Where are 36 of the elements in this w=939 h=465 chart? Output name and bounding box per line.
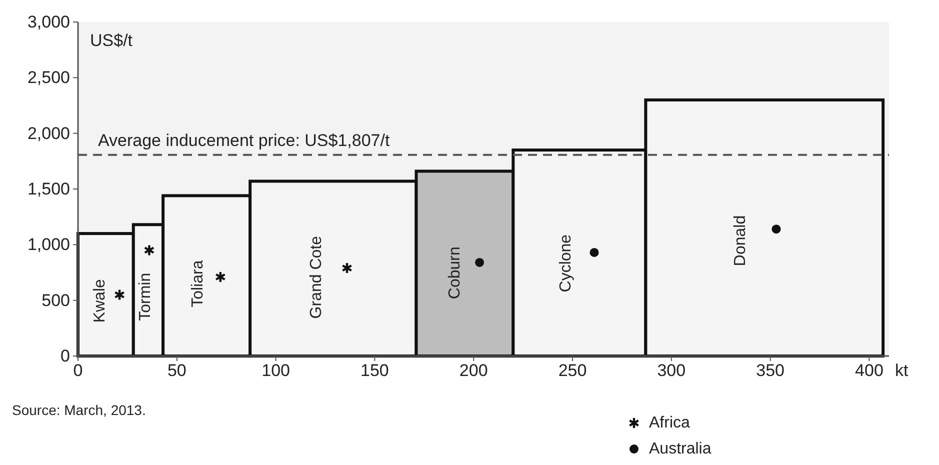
point — [214, 270, 226, 284]
category-label: Tormin — [136, 272, 154, 321]
point — [114, 288, 125, 301]
x-tick-label: 200 — [459, 361, 488, 380]
category-label: Toliara — [189, 260, 206, 308]
x-tick-label: 100 — [262, 361, 290, 380]
point — [590, 248, 599, 257]
category-label: Cyclone — [558, 234, 575, 292]
x-tick-label: 250 — [558, 361, 587, 380]
x-tick-label: 150 — [360, 361, 389, 380]
category-label: Grand Cote — [308, 236, 326, 319]
point — [342, 262, 352, 274]
y-axis-title: US$/t — [90, 31, 133, 50]
x-tick-label: 0 — [73, 361, 83, 380]
x-tick-label: 350 — [756, 361, 785, 380]
x-tick-label: 400 — [855, 361, 884, 380]
x-tick-label: 50 — [167, 361, 186, 380]
x-axis-title: kt — [895, 361, 908, 380]
legend-label: Africa — [649, 414, 690, 432]
point — [144, 244, 155, 256]
category-label: Donald — [732, 215, 750, 266]
legend-label: Australia — [649, 440, 712, 458]
x-tick-label: 300 — [657, 361, 686, 380]
category-label: Kwale — [92, 279, 109, 323]
y-tick-label: 0 — [60, 346, 70, 366]
point — [475, 258, 484, 267]
y-tick-label: 500 — [42, 290, 70, 310]
point — [772, 224, 781, 234]
y-tick-label: 2,000 — [27, 124, 70, 143]
ref-line-label: Average inducement price: US$1,807/t — [98, 130, 390, 150]
source-note: Source: March, 2013. — [12, 402, 146, 418]
y-tick-label: 2,500 — [27, 68, 70, 88]
category-label: Coburn — [446, 246, 464, 300]
y-tick-label: 1,000 — [27, 235, 70, 254]
y-tick-label: 1,500 — [27, 180, 70, 198]
y-tick-label: 3,000 — [27, 12, 70, 32]
